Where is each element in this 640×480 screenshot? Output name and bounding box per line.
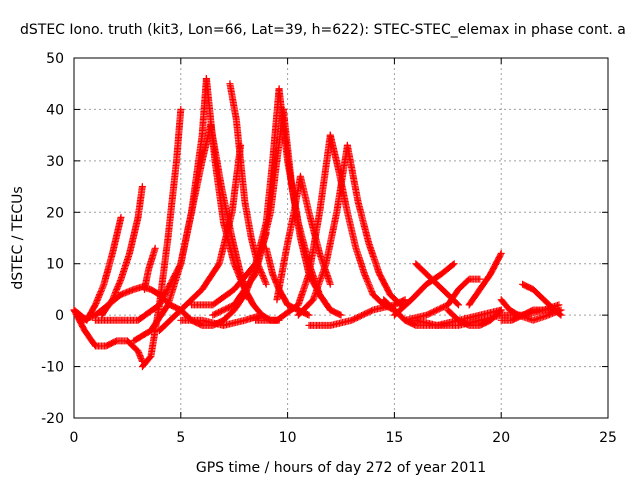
- plot-frame: [73, 57, 609, 419]
- series-markers: [412, 260, 462, 309]
- series-markers: [141, 244, 159, 293]
- series-5: [141, 244, 159, 293]
- y-tick-label: 40: [46, 102, 64, 118]
- y-tick-label: 50: [46, 51, 64, 67]
- y-tick-label: 30: [46, 154, 64, 170]
- series-markers: [138, 105, 185, 371]
- chart-title: dSTEC Iono. truth (kit3, Lon=66, Lat=39,…: [20, 22, 626, 38]
- series-markers: [401, 275, 484, 324]
- series-20: [252, 131, 334, 324]
- series-27: [412, 260, 462, 309]
- series-1: [70, 306, 146, 365]
- x-tick-label: 25: [599, 430, 617, 446]
- y-tick-label: -10: [41, 360, 64, 376]
- series-markers: [497, 296, 565, 324]
- series-4: [138, 105, 185, 371]
- x-tick-label: 10: [279, 430, 297, 446]
- series-markers: [98, 183, 146, 319]
- series-34: [497, 296, 565, 324]
- ticks: [73, 57, 609, 419]
- y-tick-label: 10: [46, 257, 64, 273]
- series-markers: [220, 229, 270, 324]
- series-markers: [326, 131, 398, 314]
- series-markers: [343, 141, 405, 309]
- tick-labels: 0 5 10 15 20 25 -20 -10 0 10 20 30 40 50: [41, 51, 617, 446]
- series-30: [465, 249, 505, 309]
- y-tick-label: 20: [46, 205, 64, 221]
- y-tick-label: -20: [41, 411, 64, 427]
- x-tick-label: 5: [176, 430, 185, 446]
- series-2: [98, 183, 146, 319]
- series-markers: [252, 131, 334, 324]
- grid: [74, 58, 608, 418]
- series-markers: [130, 121, 215, 345]
- series-16: [220, 229, 270, 324]
- series-8: [130, 121, 215, 345]
- series-22: [294, 141, 351, 319]
- series-markers: [70, 306, 146, 365]
- x-axis-label: GPS time / hours of day 272 of year 2011: [196, 460, 486, 476]
- series-0: [70, 213, 125, 324]
- y-tick-label: 0: [55, 308, 64, 324]
- series-23: [343, 141, 405, 309]
- series-markers: [294, 141, 351, 319]
- x-tick-label: 20: [492, 430, 510, 446]
- series-21: [326, 131, 398, 314]
- x-tick-label: 0: [70, 430, 79, 446]
- series-markers: [70, 213, 125, 324]
- x-tick-label: 15: [385, 430, 403, 446]
- marks: [70, 75, 565, 371]
- series-markers: [155, 141, 245, 335]
- series-markers: [305, 296, 409, 329]
- series-24: [305, 296, 409, 329]
- y-axis-label: dSTEC / TECUs: [10, 186, 26, 289]
- series-markers: [465, 249, 505, 309]
- series-10: [155, 141, 245, 335]
- series-28: [401, 275, 484, 324]
